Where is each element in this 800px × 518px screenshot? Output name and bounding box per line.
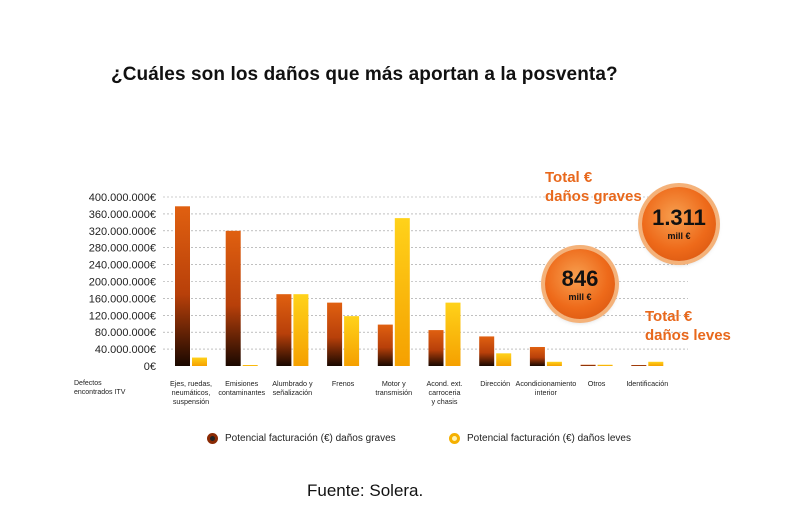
total-leves-bubble: 846 mill € xyxy=(545,249,615,319)
total-graves-value: 1.311 xyxy=(652,205,706,230)
bar-leves xyxy=(546,361,562,366)
total-leves-label: Total € daños leves xyxy=(645,308,731,344)
y-tick-label: 0€ xyxy=(144,361,156,373)
bar-graves xyxy=(276,294,292,366)
bar-leves xyxy=(293,294,309,366)
y-axis-ticks: 0€ 40.000.000€ 80.000.000€ 120.000.000€ 160.… xyxy=(89,192,156,373)
source-note: Fuente: Solera. xyxy=(307,481,424,500)
legend-item-leves: Potencial facturación (€) daños leves xyxy=(449,433,631,444)
bar-graves xyxy=(175,206,190,366)
x-tick-label: Otros xyxy=(588,379,606,388)
legend-item-graves: Potencial facturación (€) daños graves xyxy=(207,433,396,444)
y-tick-label: 120.000.000€ xyxy=(89,310,156,322)
y-tick-label: 360.000.000€ xyxy=(89,209,156,221)
y-tick-label: 400.000.000€ xyxy=(89,192,156,204)
y-tick-label: 160.000.000€ xyxy=(89,293,156,305)
y-tick-label: 80.000.000€ xyxy=(95,327,156,339)
bar-leves xyxy=(394,218,410,366)
bar-graves xyxy=(580,364,596,366)
legend-swatch-graves xyxy=(207,433,218,444)
bar-graves xyxy=(377,324,393,366)
total-graves-unit: mill € xyxy=(667,231,691,241)
x-tick-label: Emisiones contaminantes xyxy=(218,379,265,397)
bar-leves xyxy=(192,357,207,366)
bar-leves xyxy=(496,353,512,366)
bar-graves xyxy=(479,336,495,366)
bar-chart: 0€ 40.000.000€ 80.000.000€ 120.000.000€ 160.… xyxy=(74,192,688,406)
y-tick-label: 40.000.000€ xyxy=(95,344,156,356)
bar-graves xyxy=(428,330,444,366)
bar-leves xyxy=(648,361,664,366)
x-tick-label: Frenos xyxy=(332,379,355,388)
bar-leves xyxy=(445,302,461,366)
legend-label-graves: Potencial facturación (€) daños graves xyxy=(225,433,396,444)
page-title: ¿Cuáles son los daños que más aportan a … xyxy=(111,64,618,85)
x-tick-label: Alumbrado y señalización xyxy=(272,379,313,397)
x-axis-labels: Ejes, ruedas, neumáticos, suspensión Emisio… xyxy=(170,379,668,406)
y-tick-label: 280.000.000€ xyxy=(89,243,156,255)
total-leves-unit: mill € xyxy=(568,292,592,302)
bar-leves xyxy=(597,364,613,366)
x-tick-label: Dirección xyxy=(480,379,510,388)
row-label: Defectos encontrados ITV xyxy=(74,380,126,396)
bar-graves xyxy=(631,365,647,366)
bar-graves xyxy=(225,230,241,366)
y-tick-label: 240.000.000€ xyxy=(89,260,156,272)
bar-graves xyxy=(529,346,545,366)
x-tick-label: Identificación xyxy=(626,379,668,388)
y-tick-label: 200.000.000€ xyxy=(89,277,156,289)
total-leves-value: 846 xyxy=(561,266,599,291)
legend-label-leves: Potencial facturación (€) daños leves xyxy=(467,433,631,444)
total-graves-label: Total € daños graves xyxy=(545,169,642,205)
x-tick-label: Ejes, ruedas, neumáticos, suspensión xyxy=(170,379,212,406)
bars xyxy=(175,206,664,366)
bar-leves xyxy=(344,316,360,366)
x-tick-label: Motor y transmisión xyxy=(375,379,412,397)
bar-leves xyxy=(242,365,258,366)
legend-swatch-leves xyxy=(449,433,460,444)
bar-graves xyxy=(327,302,343,366)
total-graves-bubble: 1.311 mill € xyxy=(642,187,716,261)
x-tick-label: Acond. ext. carroceria y chasis xyxy=(427,379,463,406)
y-tick-label: 320.000.000€ xyxy=(89,226,156,238)
x-tick-label: Acondicionamiento interior xyxy=(516,379,577,397)
